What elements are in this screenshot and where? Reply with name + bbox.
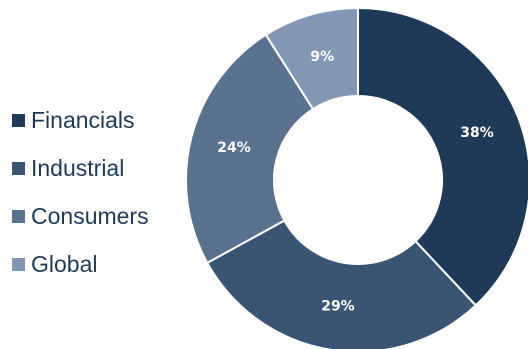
legend-item-industrial: Industrial xyxy=(12,144,172,192)
legend-label: Global xyxy=(31,250,98,277)
slice-label-financials: 38% xyxy=(460,125,494,141)
legend-label: Consumers xyxy=(31,202,149,229)
slice-label-industrial: 29% xyxy=(321,298,355,314)
legend-item-global: Global xyxy=(12,240,172,288)
slice-consumers xyxy=(185,33,315,265)
legend-swatch xyxy=(12,161,25,175)
legend-item-consumers: Consumers xyxy=(12,192,172,240)
legend-label: Industrial xyxy=(31,154,125,181)
slice-label-consumers: 24% xyxy=(217,140,251,156)
legend-swatch xyxy=(12,257,25,271)
slice-global xyxy=(264,6,359,111)
slice-industrial xyxy=(205,219,478,349)
legend-item-financials: Financials xyxy=(12,96,172,144)
slice-label-global: 9% xyxy=(310,49,334,65)
legend-swatch xyxy=(12,113,25,127)
slice-financials xyxy=(357,6,528,307)
legend-label: Financials xyxy=(31,106,135,133)
legend-swatch xyxy=(12,209,25,223)
chart-legend: Financials Industrial Consumers Global xyxy=(12,96,172,288)
